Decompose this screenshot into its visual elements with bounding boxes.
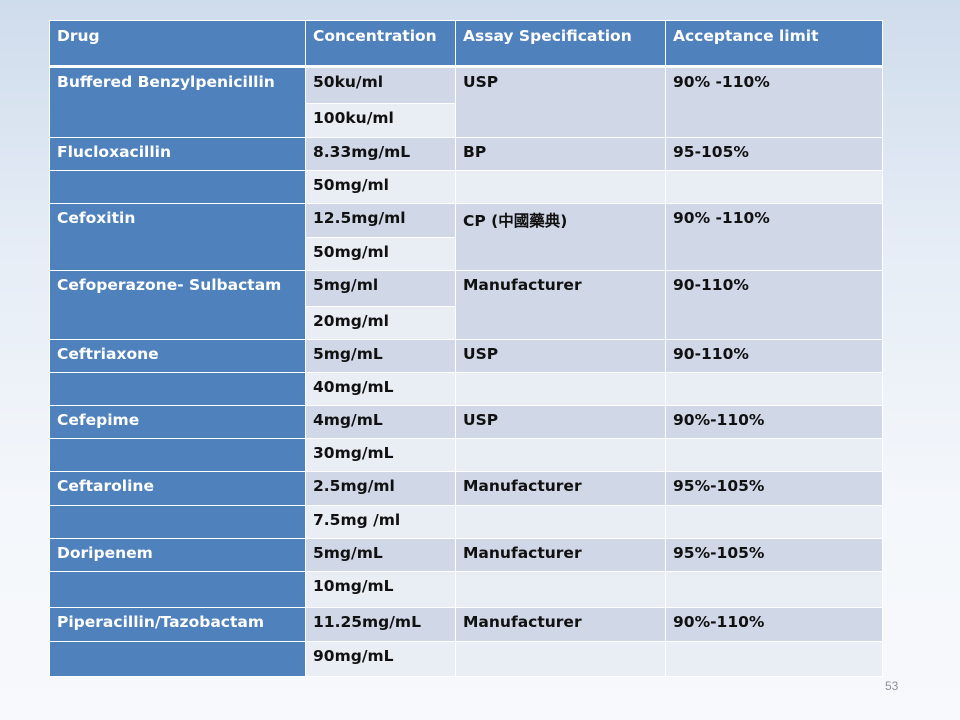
drug-name-cell: Flucloxacillin xyxy=(49,137,306,171)
table-header-row: Drug Concentration Assay Specification A… xyxy=(49,20,883,68)
table-row: 90mg/mL xyxy=(49,641,883,677)
assay-specification-cell xyxy=(455,372,666,406)
concentration-cell: 30mg/mL xyxy=(305,438,456,472)
concentration-cell: 5mg/mL xyxy=(305,538,456,572)
concentration-cell: 50mg/ml xyxy=(305,170,456,204)
concentration-cell: 11.25mg/mL xyxy=(305,607,456,642)
drug-assay-table: Drug Concentration Assay Specification A… xyxy=(49,20,883,677)
assay-specification-cell: Manufacturer xyxy=(455,538,666,572)
concentration-cell: 5mg/mL xyxy=(305,339,456,373)
drug-name-cell: Buffered Benzylpenicillin xyxy=(49,66,306,138)
drug-name-cell xyxy=(49,372,306,406)
acceptance-limit-cell: 90%-110% xyxy=(665,405,883,439)
acceptance-limit-cell xyxy=(665,641,883,677)
drug-name-cell xyxy=(49,641,306,677)
drug-name-cell: Cefoxitin xyxy=(49,203,306,271)
concentration-cell: 5mg/ml xyxy=(305,270,456,307)
table-row: Buffered Benzylpenicillin 50ku/ml USP 90% -… xyxy=(49,66,883,138)
table-row: 40mg/mL xyxy=(49,372,883,406)
concentration-cell: 20mg/ml xyxy=(305,306,456,340)
concentration-cell: 8.33mg/mL xyxy=(305,137,456,171)
assay-specification-cell: BP xyxy=(455,137,666,171)
acceptance-limit-cell xyxy=(665,505,883,539)
page-number: 53 xyxy=(885,679,899,693)
acceptance-limit-cell: 90%-110% xyxy=(665,607,883,642)
acceptance-limit-cell: 90-110% xyxy=(665,270,883,340)
acceptance-limit-cell: 90-110% xyxy=(665,339,883,373)
table-row: Cefepime 4mg/mL USP 90%-110% xyxy=(49,405,883,439)
assay-specification-cell xyxy=(455,170,666,204)
table-row: 7.5mg /ml xyxy=(49,505,883,539)
acceptance-limit-cell: 95%-105% xyxy=(665,538,883,572)
drug-name-cell: Doripenem xyxy=(49,538,306,572)
acceptance-limit-cell xyxy=(665,170,883,204)
table-row: Doripenem 5mg/mL Manufacturer 95%-105% xyxy=(49,538,883,572)
concentration-cell: 100ku/ml xyxy=(305,103,456,138)
drug-name-cell xyxy=(49,438,306,472)
header-acceptance-limit: Acceptance limit xyxy=(665,20,883,68)
assay-specification-cell: Manufacturer xyxy=(455,471,666,506)
header-assay-specification: Assay Specification xyxy=(455,20,666,68)
concentration-cell: 50mg/ml xyxy=(305,237,456,271)
acceptance-limit-cell: 90% -110% xyxy=(665,66,883,138)
drug-name-cell xyxy=(49,505,306,539)
header-drug: Drug xyxy=(49,20,306,68)
table-row: Cefoxitin 12.5mg/ml CP (中國藥典) 90% -110% xyxy=(49,203,883,271)
table-row: Ceftriaxone 5mg/mL USP 90-110% xyxy=(49,339,883,373)
assay-specification-cell: Manufacturer xyxy=(455,607,666,642)
assay-specification-cell xyxy=(455,438,666,472)
concentration-cell: 2.5mg/ml xyxy=(305,471,456,506)
table-row: 100ku/ml xyxy=(50,103,883,138)
table-row: Cefoperazone- Sulbactam 5mg/ml Manufacture… xyxy=(49,270,883,340)
concentration-cell: 40mg/mL xyxy=(305,372,456,406)
table-body: Buffered Benzylpenicillin 50ku/ml USP 90% -… xyxy=(49,66,883,677)
assay-specification-cell xyxy=(455,505,666,539)
drug-name-cell: Cefepime xyxy=(49,405,306,439)
assay-specification-cell xyxy=(455,641,666,677)
table-row: Ceftaroline 2.5mg/ml Manufacturer 95%-105% xyxy=(49,471,883,506)
assay-specification-cell: USP xyxy=(455,339,666,373)
assay-specification-cell: USP xyxy=(455,66,666,138)
concentration-cell: 10mg/mL xyxy=(305,571,456,608)
table-row: 30mg/mL xyxy=(49,438,883,472)
drug-name-cell: Piperacillin/Tazobactam xyxy=(49,607,306,642)
acceptance-limit-cell: 90% -110% xyxy=(665,203,883,271)
acceptance-limit-cell xyxy=(665,372,883,406)
table-row: 50mg/ml xyxy=(50,237,883,271)
table-row: 10mg/mL xyxy=(49,571,883,608)
concentration-cell: 7.5mg /ml xyxy=(305,505,456,539)
drug-name-cell xyxy=(49,571,306,608)
concentration-cell: 90mg/mL xyxy=(305,641,456,677)
assay-specification-cell: CP (中國藥典) xyxy=(455,203,666,271)
assay-specification-cell xyxy=(455,571,666,608)
acceptance-limit-cell: 95-105% xyxy=(665,137,883,171)
header-concentration: Concentration xyxy=(305,20,456,68)
assay-specification-cell: USP xyxy=(455,405,666,439)
assay-specification-cell: Manufacturer xyxy=(455,270,666,340)
concentration-cell: 50ku/ml xyxy=(305,66,456,104)
drug-name-cell: Ceftriaxone xyxy=(49,339,306,373)
acceptance-limit-cell: 95%-105% xyxy=(665,471,883,506)
acceptance-limit-cell xyxy=(665,571,883,608)
drug-name-cell xyxy=(49,170,306,204)
drug-name-cell: Ceftaroline xyxy=(49,471,306,506)
table-row: Flucloxacillin 8.33mg/mL BP 95-105% xyxy=(49,137,883,171)
table-row: Piperacillin/Tazobactam 11.25mg/mL Manufac… xyxy=(49,607,883,642)
drug-name-cell: Cefoperazone- Sulbactam xyxy=(49,270,306,340)
concentration-cell: 4mg/mL xyxy=(305,405,456,439)
acceptance-limit-cell xyxy=(665,438,883,472)
concentration-cell: 12.5mg/ml xyxy=(305,203,456,238)
table-row: 50mg/ml xyxy=(49,170,883,204)
